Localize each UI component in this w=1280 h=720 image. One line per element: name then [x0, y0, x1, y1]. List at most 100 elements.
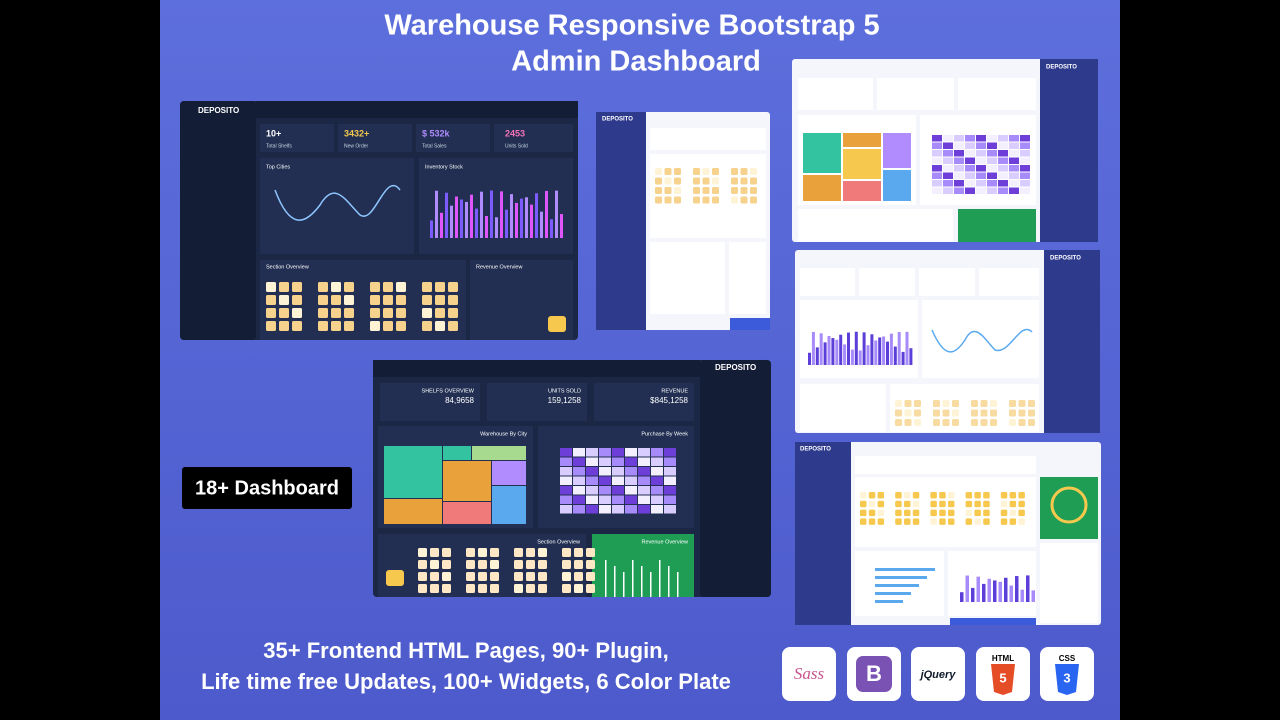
decor — [448, 295, 458, 305]
decor — [460, 199, 463, 238]
decor — [954, 165, 964, 172]
decor — [655, 196, 662, 204]
decor — [573, 467, 585, 476]
decor — [466, 572, 475, 581]
decor — [586, 505, 598, 514]
decor — [586, 495, 598, 504]
decor — [933, 409, 940, 417]
decor — [538, 548, 547, 557]
decor — [638, 476, 650, 485]
decor — [623, 572, 625, 597]
decor — [279, 282, 289, 292]
decor — [490, 190, 493, 238]
decor — [740, 187, 748, 194]
decor — [292, 308, 302, 318]
stat-label: UNITS SOLD — [548, 388, 581, 394]
decor — [266, 282, 276, 292]
decor — [702, 196, 710, 204]
decor — [904, 500, 911, 508]
decor — [976, 180, 986, 187]
stat-label: SHELFS OVERVIEW — [422, 388, 475, 394]
decor — [712, 177, 719, 185]
decor — [971, 409, 978, 417]
decor — [1015, 576, 1019, 602]
decor — [1020, 142, 1030, 149]
decor — [612, 486, 624, 495]
decor — [560, 505, 572, 514]
decor — [651, 467, 663, 476]
decor — [279, 295, 289, 305]
decor — [1009, 518, 1017, 525]
decor — [668, 566, 670, 597]
decor — [1000, 509, 1008, 517]
decor — [641, 566, 643, 597]
decor — [932, 157, 942, 164]
decor — [943, 142, 953, 149]
decor — [540, 211, 543, 238]
decor — [574, 548, 583, 557]
decor — [674, 177, 681, 185]
decor — [586, 476, 598, 485]
decor — [478, 584, 487, 593]
decor — [573, 457, 585, 466]
decor — [976, 157, 986, 164]
decor — [500, 191, 503, 238]
decor — [442, 548, 451, 557]
decor — [971, 587, 975, 602]
decor — [974, 500, 981, 508]
decor — [965, 187, 975, 194]
decor — [702, 187, 710, 194]
decor — [495, 217, 498, 238]
decor — [901, 351, 905, 365]
decor — [448, 321, 458, 331]
decor — [383, 295, 393, 305]
decor — [515, 202, 518, 238]
decor — [674, 196, 681, 204]
decor — [625, 476, 637, 485]
decor — [344, 295, 354, 305]
card-title: Revenue Overview — [642, 539, 688, 545]
decor — [1009, 180, 1019, 187]
decor — [943, 180, 953, 187]
decor — [976, 150, 986, 157]
decor — [638, 495, 650, 504]
decor — [674, 168, 681, 175]
decor — [965, 500, 973, 508]
card-title: Revenue Overview — [476, 264, 522, 270]
decor — [987, 150, 997, 157]
decor — [526, 584, 535, 593]
svg-text:5: 5 — [999, 670, 1006, 685]
decor — [912, 492, 920, 499]
card-title: Section Overview — [266, 264, 309, 270]
decor — [279, 308, 289, 318]
decor — [1031, 590, 1035, 602]
badge — [182, 467, 352, 509]
decor — [318, 308, 328, 318]
decor — [573, 505, 585, 514]
decor — [331, 321, 341, 331]
decor — [932, 150, 942, 157]
decor — [422, 321, 432, 331]
icon-label: Sass — [794, 664, 825, 683]
decor — [875, 576, 927, 579]
decor — [750, 187, 757, 194]
decor — [664, 457, 676, 466]
decor — [614, 566, 616, 597]
decor — [965, 157, 975, 164]
decor — [976, 187, 986, 194]
decor — [448, 308, 458, 318]
decor — [904, 518, 911, 525]
decor — [933, 400, 940, 407]
decor — [490, 584, 499, 593]
stat-value: 2453 — [505, 128, 525, 138]
decor — [318, 321, 328, 331]
decor — [490, 572, 499, 581]
decor — [858, 350, 862, 365]
decor — [868, 509, 876, 517]
decor — [870, 334, 874, 365]
decor — [562, 560, 571, 569]
decor — [976, 172, 986, 179]
decor — [904, 419, 912, 426]
decor — [574, 584, 583, 593]
decor — [974, 518, 981, 525]
